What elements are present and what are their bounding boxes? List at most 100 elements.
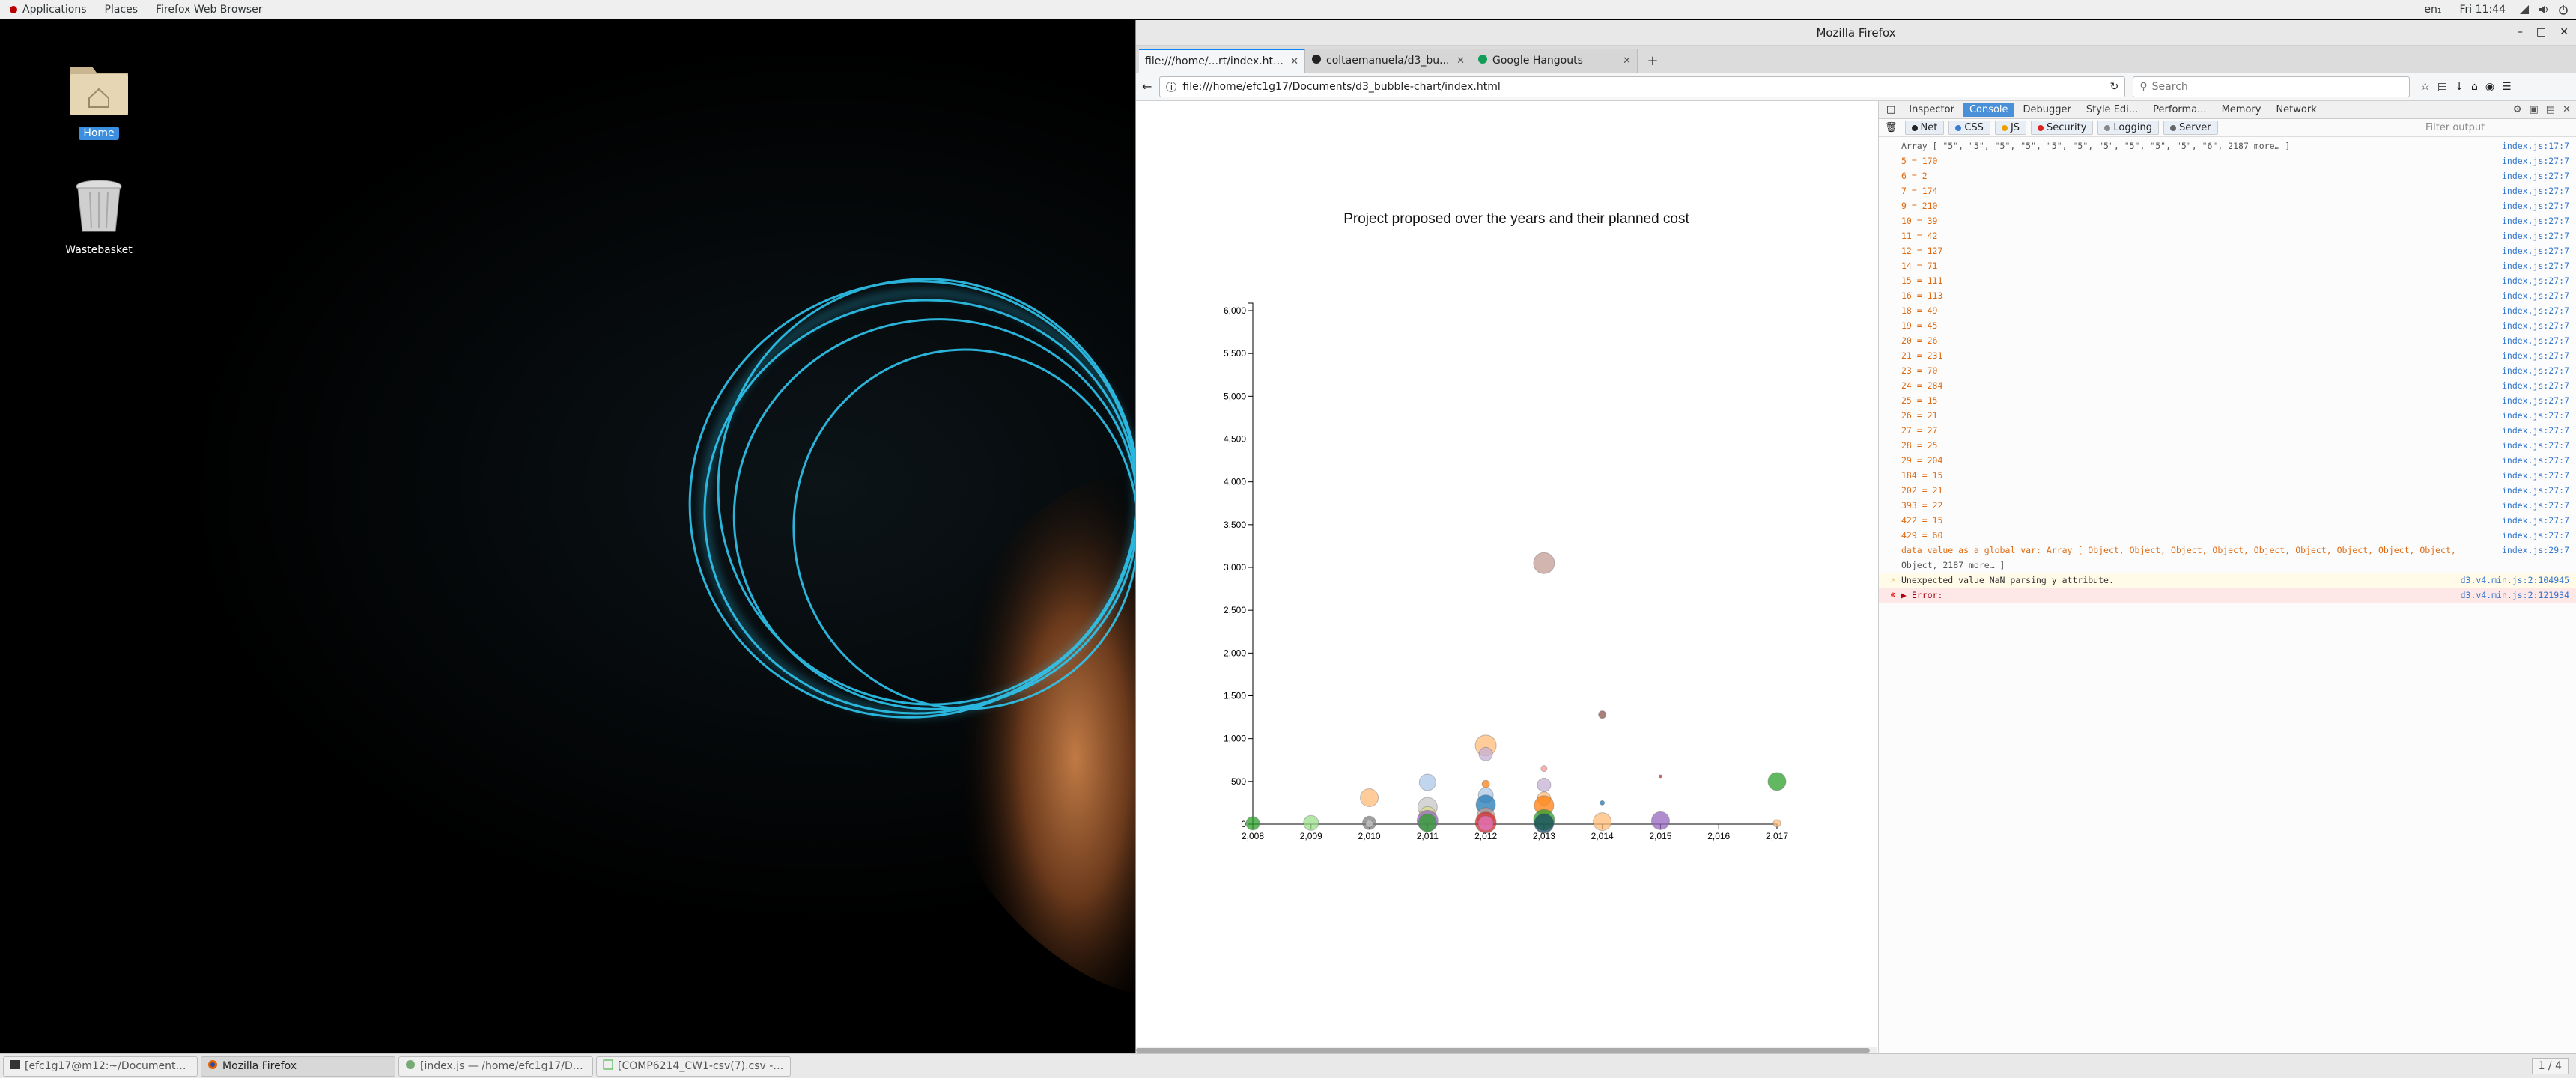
bubble[interactable]	[1418, 773, 1436, 791]
close-tab-icon[interactable]: ✕	[1456, 55, 1465, 67]
element-picker-icon[interactable]: □	[1886, 104, 1896, 115]
console-source-link[interactable]: index.js:27:7	[2501, 470, 2569, 481]
network-icon[interactable]	[2515, 0, 2534, 19]
console-source-link[interactable]: index.js:27:7	[2501, 231, 2569, 241]
console-line[interactable]: 21 = 231 index.js:27:7	[1879, 348, 2576, 363]
console-line[interactable]: 5 = 170 index.js:27:7	[1879, 153, 2576, 168]
console-source-link[interactable]: index.js:27:7	[2501, 261, 2569, 271]
console-source-link[interactable]: index.js:27:7	[2501, 320, 2569, 331]
bookmark-star-icon[interactable]: ☆	[2420, 80, 2430, 93]
bubble[interactable]	[1593, 812, 1612, 832]
console-source-link[interactable]: d3.v4.min.js:2:104945	[2460, 575, 2569, 585]
dock-icon[interactable]: ▣	[2529, 104, 2539, 115]
new-tab-button[interactable]: +	[1647, 52, 1659, 69]
desktop-icon-wastebasket[interactable]: Wastebasket	[46, 170, 151, 257]
console-line[interactable]: 19 = 45 index.js:27:7	[1879, 318, 2576, 333]
console-line[interactable]: 16 = 113 index.js:27:7	[1879, 288, 2576, 303]
console-line[interactable]: 29 = 204 index.js:27:7	[1879, 453, 2576, 468]
console-line[interactable]: 14 = 71 index.js:27:7	[1879, 258, 2576, 273]
console-source-link[interactable]: d3.v4.min.js:2:121934	[2460, 590, 2569, 600]
bubble[interactable]	[1540, 765, 1548, 773]
filter-js[interactable]: JS	[1994, 121, 2027, 135]
devtools-tab-console[interactable]: Console	[1963, 103, 2014, 117]
console-source-link[interactable]: index.js:27:7	[2501, 246, 2569, 256]
console-source-link[interactable]: index.js:27:7	[2501, 275, 2569, 286]
devtools-tab-network[interactable]: Network	[2276, 104, 2317, 115]
console-line[interactable]: 7 = 174 index.js:27:7	[1879, 183, 2576, 198]
console-source-link[interactable]: index.js:27:7	[2501, 485, 2569, 496]
console-line[interactable]: 15 = 111 index.js:27:7	[1879, 273, 2576, 288]
console-source-link[interactable]: index.js:27:7	[2501, 335, 2569, 346]
console-line[interactable]: 9 = 210 index.js:27:7	[1879, 198, 2576, 213]
console-line[interactable]: 18 = 49 index.js:27:7	[1879, 303, 2576, 318]
console-source-link[interactable]: index.js:27:7	[2501, 395, 2569, 406]
pocket-icon[interactable]: ◉	[2485, 80, 2495, 93]
back-icon[interactable]: ←	[1142, 79, 1152, 94]
console-source-link[interactable]: index.js:27:7	[2501, 201, 2569, 211]
places-menu[interactable]: Places	[104, 3, 139, 16]
task-firefox[interactable]: Mozilla Firefox	[201, 1056, 395, 1077]
url-bar[interactable]: i file:///home/efc1g17/Documents/d3_bubb…	[1159, 76, 2126, 97]
bubble[interactable]	[1600, 800, 1606, 806]
console-line[interactable]: ⊗ ▶ Error: d3.v4.min.js:2:121934	[1879, 588, 2576, 603]
console-source-link[interactable]: index.js:27:7	[2501, 515, 2569, 526]
close-tab-icon[interactable]: ✕	[1290, 55, 1298, 67]
library-icon[interactable]: ▤	[2437, 80, 2448, 93]
bubble[interactable]	[1245, 816, 1260, 831]
console-line[interactable]: 27 = 27 index.js:27:7	[1879, 423, 2576, 438]
tab-hangouts[interactable]: Google Hangouts ✕	[1471, 49, 1638, 73]
console-line[interactable]: 28 = 25 index.js:27:7	[1879, 438, 2576, 453]
settings-icon[interactable]: ⚙	[2512, 104, 2522, 115]
console-source-link[interactable]: index.js:27:7	[2501, 171, 2569, 181]
console-source-link[interactable]: index.js:27:7	[2501, 350, 2569, 361]
home-icon[interactable]: ⌂	[2470, 80, 2478, 93]
bubble[interactable]	[1418, 813, 1437, 832]
reload-icon[interactable]: ↻	[2109, 80, 2119, 93]
console-source-link[interactable]: index.js:27:7	[2501, 156, 2569, 166]
bubble[interactable]	[1533, 552, 1555, 574]
bubble[interactable]	[1360, 788, 1379, 808]
horizontal-scrollbar[interactable]	[1136, 1047, 1877, 1053]
console-source-link[interactable]: index.js:27:7	[2501, 455, 2569, 466]
bubble[interactable]	[1365, 819, 1374, 828]
window-titlebar[interactable]: Mozilla Firefox – □ ✕	[1136, 20, 2576, 46]
console-line[interactable]: 202 = 21 index.js:27:7	[1879, 483, 2576, 498]
console-source-link[interactable]: index.js:27:7	[2501, 500, 2569, 511]
filter-css[interactable]: CSS	[1948, 121, 1990, 135]
filter-security[interactable]: Security	[2031, 121, 2094, 135]
devtools-tab-performa[interactable]: Performa...	[2153, 104, 2207, 115]
bubble[interactable]	[1303, 814, 1319, 831]
app-menu[interactable]: Firefox Web Browser	[156, 3, 263, 16]
search-bar[interactable]: ⚲ Search	[2133, 76, 2411, 97]
tab-github[interactable]: coltaemanuela/d3_bu... ✕	[1305, 49, 1471, 73]
task-terminal[interactable]: [efc1g17@m12:~/Documents/d3_b...	[3, 1056, 198, 1077]
task-libreoffice[interactable]: [COMP6214_CW1-csv(7).csv - Libr...	[596, 1056, 791, 1077]
trash-icon[interactable]: 🗑	[1885, 122, 1898, 133]
bubble[interactable]	[1477, 815, 1494, 832]
filter-output-input[interactable]: Filter output	[2425, 122, 2485, 133]
console-source-link[interactable]: index.js:27:7	[2501, 290, 2569, 301]
close-tab-icon[interactable]: ✕	[1623, 55, 1631, 67]
console-line[interactable]: 26 = 21 index.js:27:7	[1879, 408, 2576, 423]
console-source-link[interactable]: index.js:27:7	[2501, 530, 2569, 540]
keyboard-layout[interactable]: en₁	[2424, 3, 2442, 16]
bubble[interactable]	[1767, 772, 1787, 791]
bubble[interactable]	[1534, 813, 1555, 834]
console-line[interactable]: 393 = 22 index.js:27:7	[1879, 498, 2576, 513]
console-source-link[interactable]: index.js:27:7	[2501, 216, 2569, 226]
console-line[interactable]: 422 = 15 index.js:27:7	[1879, 513, 2576, 528]
hamburger-menu-icon[interactable]: ☰	[2502, 80, 2512, 93]
desktop-icon-home[interactable]: Home	[46, 53, 151, 140]
console-source-link[interactable]: index.js:27:7	[2501, 440, 2569, 451]
console-line[interactable]: 23 = 70 index.js:27:7	[1879, 363, 2576, 378]
console-source-link[interactable]: index.js:27:7	[2501, 380, 2569, 391]
console-line[interactable]: Object, 2187 more… ]	[1879, 558, 2576, 573]
console-line[interactable]: ⚠ Unexpected value NaN parsing y attribut…	[1879, 573, 2576, 588]
applications-menu[interactable]: Applications	[0, 0, 96, 19]
filter-net[interactable]: Net	[1904, 121, 1945, 135]
bubble[interactable]	[1478, 746, 1493, 761]
bubble[interactable]	[1650, 811, 1670, 830]
console-source-link[interactable]: index.js:27:7	[2501, 410, 2569, 421]
workspace-switcher[interactable]: 1 / 4	[2531, 1058, 2569, 1074]
bubble[interactable]	[1537, 777, 1552, 792]
